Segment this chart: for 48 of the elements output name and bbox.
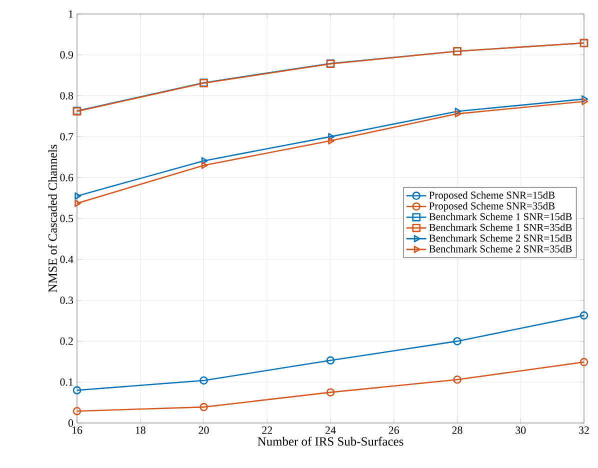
legend-label: Proposed Scheme SNR=35dB xyxy=(429,202,555,212)
y-tick-label: 0.1 xyxy=(60,378,73,386)
y-tick-label: 0.7 xyxy=(60,132,74,140)
point xyxy=(326,388,335,396)
x-tick-label: 18 xyxy=(136,426,146,434)
y-tick-label: 0.8 xyxy=(60,92,74,100)
legend-label: Benchmark Scheme 1 SNR=15dB xyxy=(429,212,572,220)
x-tick-label: 28 xyxy=(452,426,462,434)
point xyxy=(200,402,208,412)
point xyxy=(454,108,462,116)
point xyxy=(72,386,82,394)
x-tick-label: 26 xyxy=(388,426,400,434)
x-axis-title: Number of IRS Sub-Surfaces xyxy=(258,436,404,446)
point xyxy=(200,376,208,385)
point xyxy=(582,95,588,103)
point xyxy=(580,358,588,366)
y-tick-label: 0.4 xyxy=(60,256,74,264)
point xyxy=(328,133,335,140)
point xyxy=(201,162,208,169)
x-tick-label: 16 xyxy=(72,426,82,434)
x-tick-label: 30 xyxy=(516,426,526,434)
y-tick-label: 0.5 xyxy=(60,214,74,222)
point xyxy=(328,137,335,144)
legend-label: Benchmark Scheme 2 SNR=15dB xyxy=(429,234,572,242)
point xyxy=(326,356,335,365)
point xyxy=(454,110,462,118)
point xyxy=(201,157,208,164)
x-tick-label: 24 xyxy=(326,426,336,434)
legend-label: Proposed Scheme SNR=15dB xyxy=(429,191,555,201)
point xyxy=(74,192,82,200)
point xyxy=(72,407,82,416)
point xyxy=(453,337,462,346)
y-tick-label: 1 xyxy=(68,10,73,18)
y-tick-label: 0 xyxy=(68,419,74,427)
y-tick-label: 0.6 xyxy=(60,174,74,182)
point xyxy=(74,200,82,208)
x-tick-label: 22 xyxy=(262,426,272,434)
y-tick-label: 0.9 xyxy=(60,51,74,59)
point xyxy=(580,311,588,320)
legend-label: Benchmark Scheme 2 SNR=35dB xyxy=(429,245,572,252)
point xyxy=(453,376,462,384)
x-tick-label: 20 xyxy=(198,426,209,434)
y-axis-title: NMSE of Cascaded Channels xyxy=(48,144,57,292)
x-tick-label: 32 xyxy=(579,426,589,434)
y-tick-label: 0.3 xyxy=(60,296,74,304)
legend-label: Benchmark Scheme 1 SNR=35dB xyxy=(429,224,572,231)
y-tick-label: 0.2 xyxy=(60,337,73,345)
point xyxy=(582,98,588,106)
